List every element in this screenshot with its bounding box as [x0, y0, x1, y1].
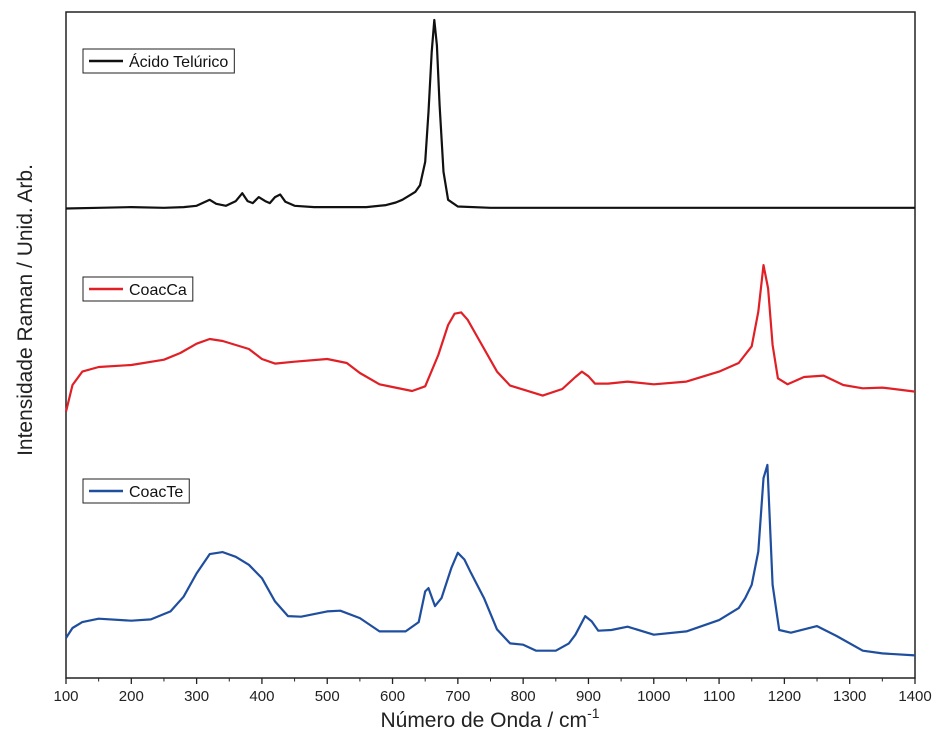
- legend-item-2: CoacCa: [82, 276, 194, 302]
- legend-item-1: Ácido Telúrico: [82, 48, 235, 74]
- x-tick-label-1000: 1000: [637, 688, 670, 705]
- x-tick-label-900: 900: [576, 688, 601, 705]
- series-line-3: [65, 463, 916, 657]
- x-axis-ticks: 100 200 300 400 500 600 700 800 900 1000 1100 1200 1…: [53, 678, 932, 705]
- x-tick-label-500: 500: [315, 688, 340, 705]
- x-axis-title-superscript: -1: [587, 705, 600, 721]
- x-tick-label-300: 300: [184, 688, 209, 705]
- legend-layer: Ácido Telúrico CoacCa CoacTe: [82, 48, 235, 504]
- x-tick-label-1300: 1300: [833, 688, 866, 705]
- series-line-2: [64, 264, 916, 412]
- x-axis-title: Número de Onda / cm-1: [380, 705, 599, 732]
- y-axis-title: Intensidade Raman / Unid. Arb.: [14, 164, 37, 456]
- x-tick-label-800: 800: [511, 688, 536, 705]
- x-tick-label-100: 100: [53, 688, 78, 705]
- legend-label: CoacCa: [129, 282, 187, 299]
- x-tick-label-600: 600: [380, 688, 405, 705]
- x-tick-label-1400: 1400: [898, 688, 931, 705]
- x-tick-label-200: 200: [119, 688, 144, 705]
- x-tick-label-1100: 1100: [703, 688, 735, 705]
- legend-label: Ácido Telúrico: [129, 52, 228, 71]
- x-tick-label-1200: 1200: [768, 688, 801, 705]
- x-tick-label-400: 400: [249, 688, 274, 705]
- series-layer: [64, 18, 916, 657]
- x-axis-title-main: Número de Onda / cm: [380, 709, 587, 732]
- x-tick-label-700: 700: [445, 688, 470, 705]
- legend-label: CoacTe: [129, 484, 183, 501]
- legend-box: [82, 276, 194, 302]
- legend-item-3: CoacTe: [82, 478, 190, 504]
- series-line-1: [65, 18, 915, 210]
